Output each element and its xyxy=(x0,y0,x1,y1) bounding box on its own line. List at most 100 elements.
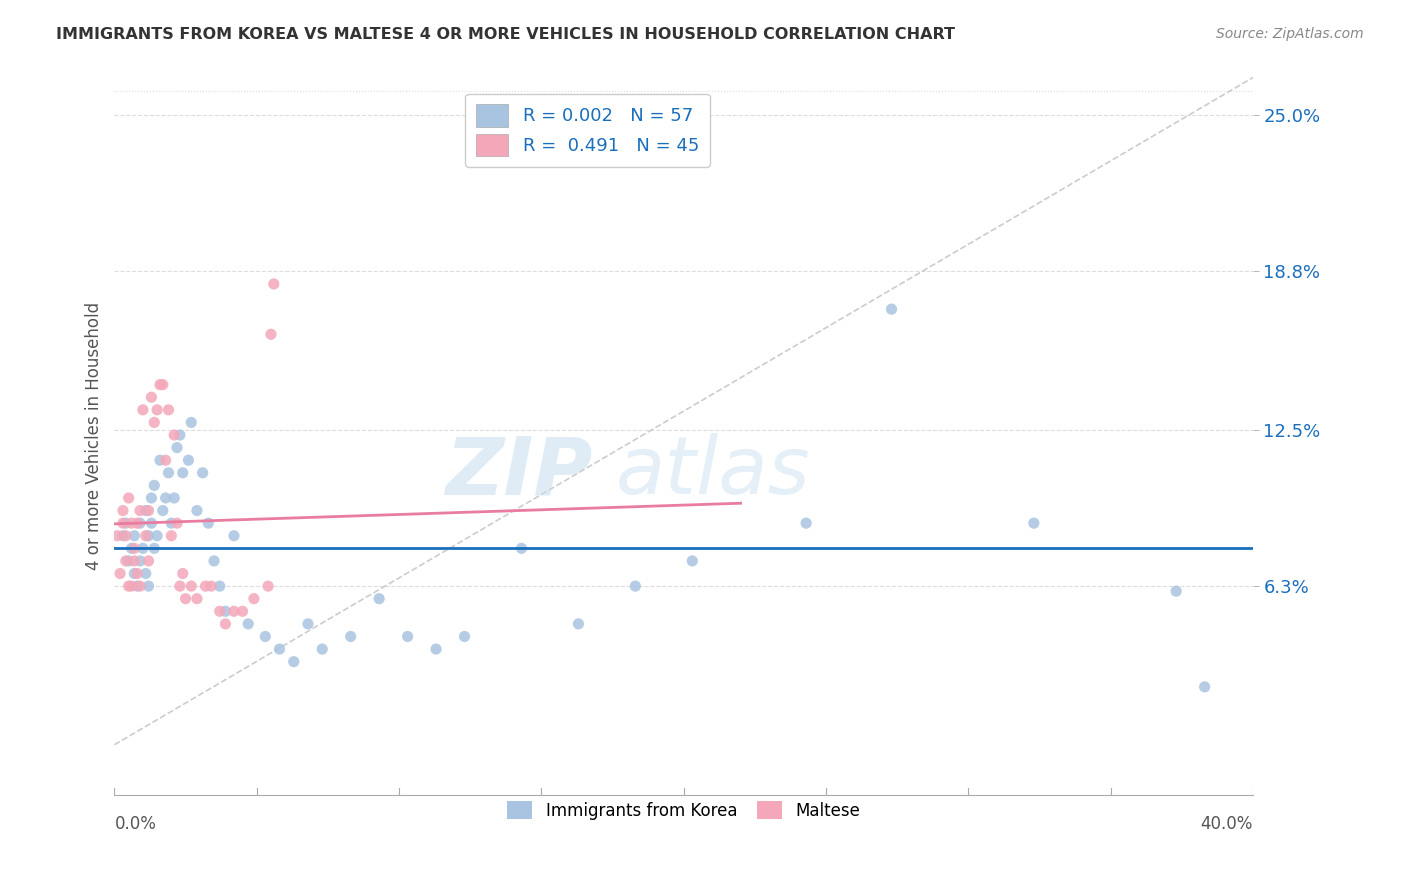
Point xyxy=(238,616,260,631)
Point xyxy=(160,516,183,530)
Point xyxy=(339,630,361,644)
Point xyxy=(794,516,817,530)
Point xyxy=(214,604,236,618)
Point xyxy=(141,390,163,404)
Point xyxy=(194,579,217,593)
Text: 40.0%: 40.0% xyxy=(1201,815,1253,833)
Point xyxy=(214,616,236,631)
Point xyxy=(186,591,208,606)
Point xyxy=(141,516,163,530)
Point xyxy=(141,491,163,505)
Point xyxy=(132,402,155,417)
Point xyxy=(1022,516,1045,530)
Point xyxy=(114,529,136,543)
Point xyxy=(111,516,134,530)
Point xyxy=(567,616,589,631)
Point xyxy=(117,579,139,593)
Point xyxy=(138,503,160,517)
Point xyxy=(197,516,219,530)
Point xyxy=(146,529,169,543)
Point xyxy=(177,453,200,467)
Point xyxy=(200,579,222,593)
Text: IMMIGRANTS FROM KOREA VS MALTESE 4 OR MORE VEHICLES IN HOUSEHOLD CORRELATION CHA: IMMIGRANTS FROM KOREA VS MALTESE 4 OR MO… xyxy=(56,27,955,42)
Point xyxy=(129,503,152,517)
Point xyxy=(172,466,194,480)
Point xyxy=(160,529,183,543)
Point xyxy=(208,604,231,618)
Point xyxy=(191,466,214,480)
Point xyxy=(624,579,647,593)
Point xyxy=(111,503,134,517)
Point xyxy=(129,579,152,593)
Point xyxy=(166,441,188,455)
Point xyxy=(138,554,160,568)
Point xyxy=(231,604,253,618)
Point xyxy=(121,579,143,593)
Point xyxy=(155,453,177,467)
Point xyxy=(222,529,245,543)
Point xyxy=(129,554,152,568)
Point xyxy=(172,566,194,581)
Point xyxy=(129,516,152,530)
Point xyxy=(202,554,225,568)
Point xyxy=(311,642,333,657)
Point xyxy=(124,541,146,556)
Point xyxy=(121,516,143,530)
Y-axis label: 4 or more Vehicles in Household: 4 or more Vehicles in Household xyxy=(86,302,103,570)
Point xyxy=(269,642,291,657)
Point xyxy=(117,554,139,568)
Point xyxy=(1166,584,1188,599)
Point xyxy=(127,579,149,593)
Point xyxy=(124,554,146,568)
Point xyxy=(254,630,277,644)
Point xyxy=(163,428,186,442)
Point xyxy=(169,579,191,593)
Point xyxy=(117,491,139,505)
Point xyxy=(880,302,903,317)
Point xyxy=(166,516,188,530)
Point xyxy=(127,516,149,530)
Point xyxy=(143,416,166,430)
Point xyxy=(260,327,283,342)
Point xyxy=(111,529,134,543)
Point xyxy=(163,491,186,505)
Point xyxy=(157,402,180,417)
Text: atlas: atlas xyxy=(616,434,810,511)
Point xyxy=(135,529,157,543)
Point xyxy=(108,566,131,581)
Point xyxy=(135,503,157,517)
Point xyxy=(124,566,146,581)
Point xyxy=(152,503,174,517)
Point xyxy=(114,554,136,568)
Point xyxy=(157,466,180,480)
Point xyxy=(174,591,197,606)
Legend: Immigrants from Korea, Maltese: Immigrants from Korea, Maltese xyxy=(501,795,868,826)
Point xyxy=(114,516,136,530)
Point xyxy=(396,630,419,644)
Point xyxy=(127,566,149,581)
Point xyxy=(425,642,447,657)
Point xyxy=(149,453,172,467)
Point xyxy=(208,579,231,593)
Point xyxy=(152,377,174,392)
Point xyxy=(453,630,475,644)
Point xyxy=(149,377,172,392)
Point xyxy=(263,277,285,291)
Text: 0.0%: 0.0% xyxy=(114,815,156,833)
Point xyxy=(180,416,202,430)
Point xyxy=(143,541,166,556)
Point xyxy=(138,579,160,593)
Point xyxy=(132,541,155,556)
Point xyxy=(138,529,160,543)
Text: ZIP: ZIP xyxy=(446,434,593,511)
Point xyxy=(155,491,177,505)
Point xyxy=(1194,680,1216,694)
Point xyxy=(681,554,703,568)
Point xyxy=(105,529,128,543)
Point xyxy=(146,402,169,417)
Point xyxy=(257,579,280,593)
Point xyxy=(186,503,208,517)
Point xyxy=(143,478,166,492)
Point xyxy=(121,541,143,556)
Point xyxy=(368,591,391,606)
